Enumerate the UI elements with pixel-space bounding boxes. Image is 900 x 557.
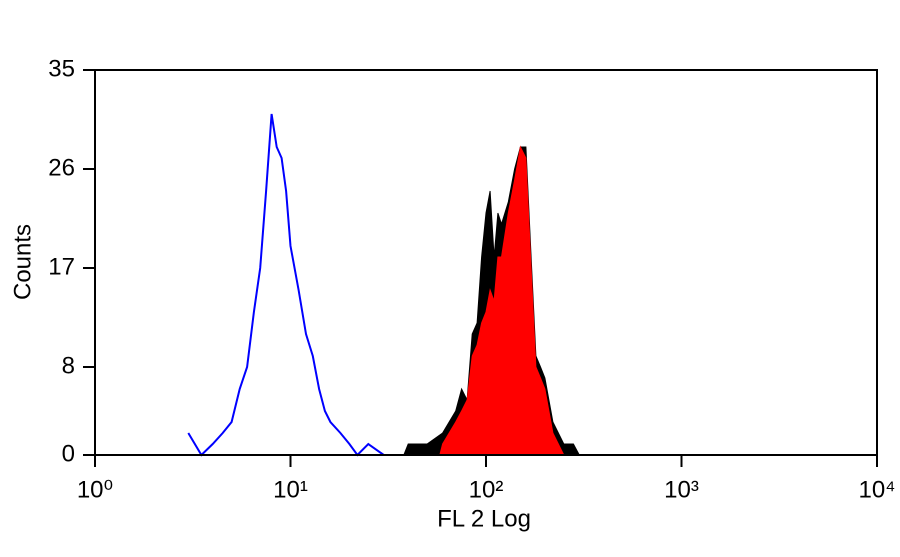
- x-tick-label: 10⁰: [77, 476, 113, 503]
- x-tick-label: 10¹: [273, 476, 308, 503]
- x-tick-label: 10²: [469, 476, 504, 503]
- x-axis-label: FL 2 Log: [437, 505, 531, 532]
- y-tick-label: 26: [48, 154, 75, 181]
- y-tick-label: 17: [48, 253, 75, 280]
- y-tick-label: 8: [62, 352, 75, 379]
- y-axis-label: Counts: [9, 224, 36, 300]
- x-tick-label: 10⁴: [858, 476, 895, 503]
- y-tick-label: 35: [48, 55, 75, 82]
- histogram-area: [439, 145, 565, 456]
- histogram-line: [187, 113, 385, 457]
- y-tick-label: 0: [62, 440, 75, 467]
- x-tick-label: 10³: [664, 476, 699, 503]
